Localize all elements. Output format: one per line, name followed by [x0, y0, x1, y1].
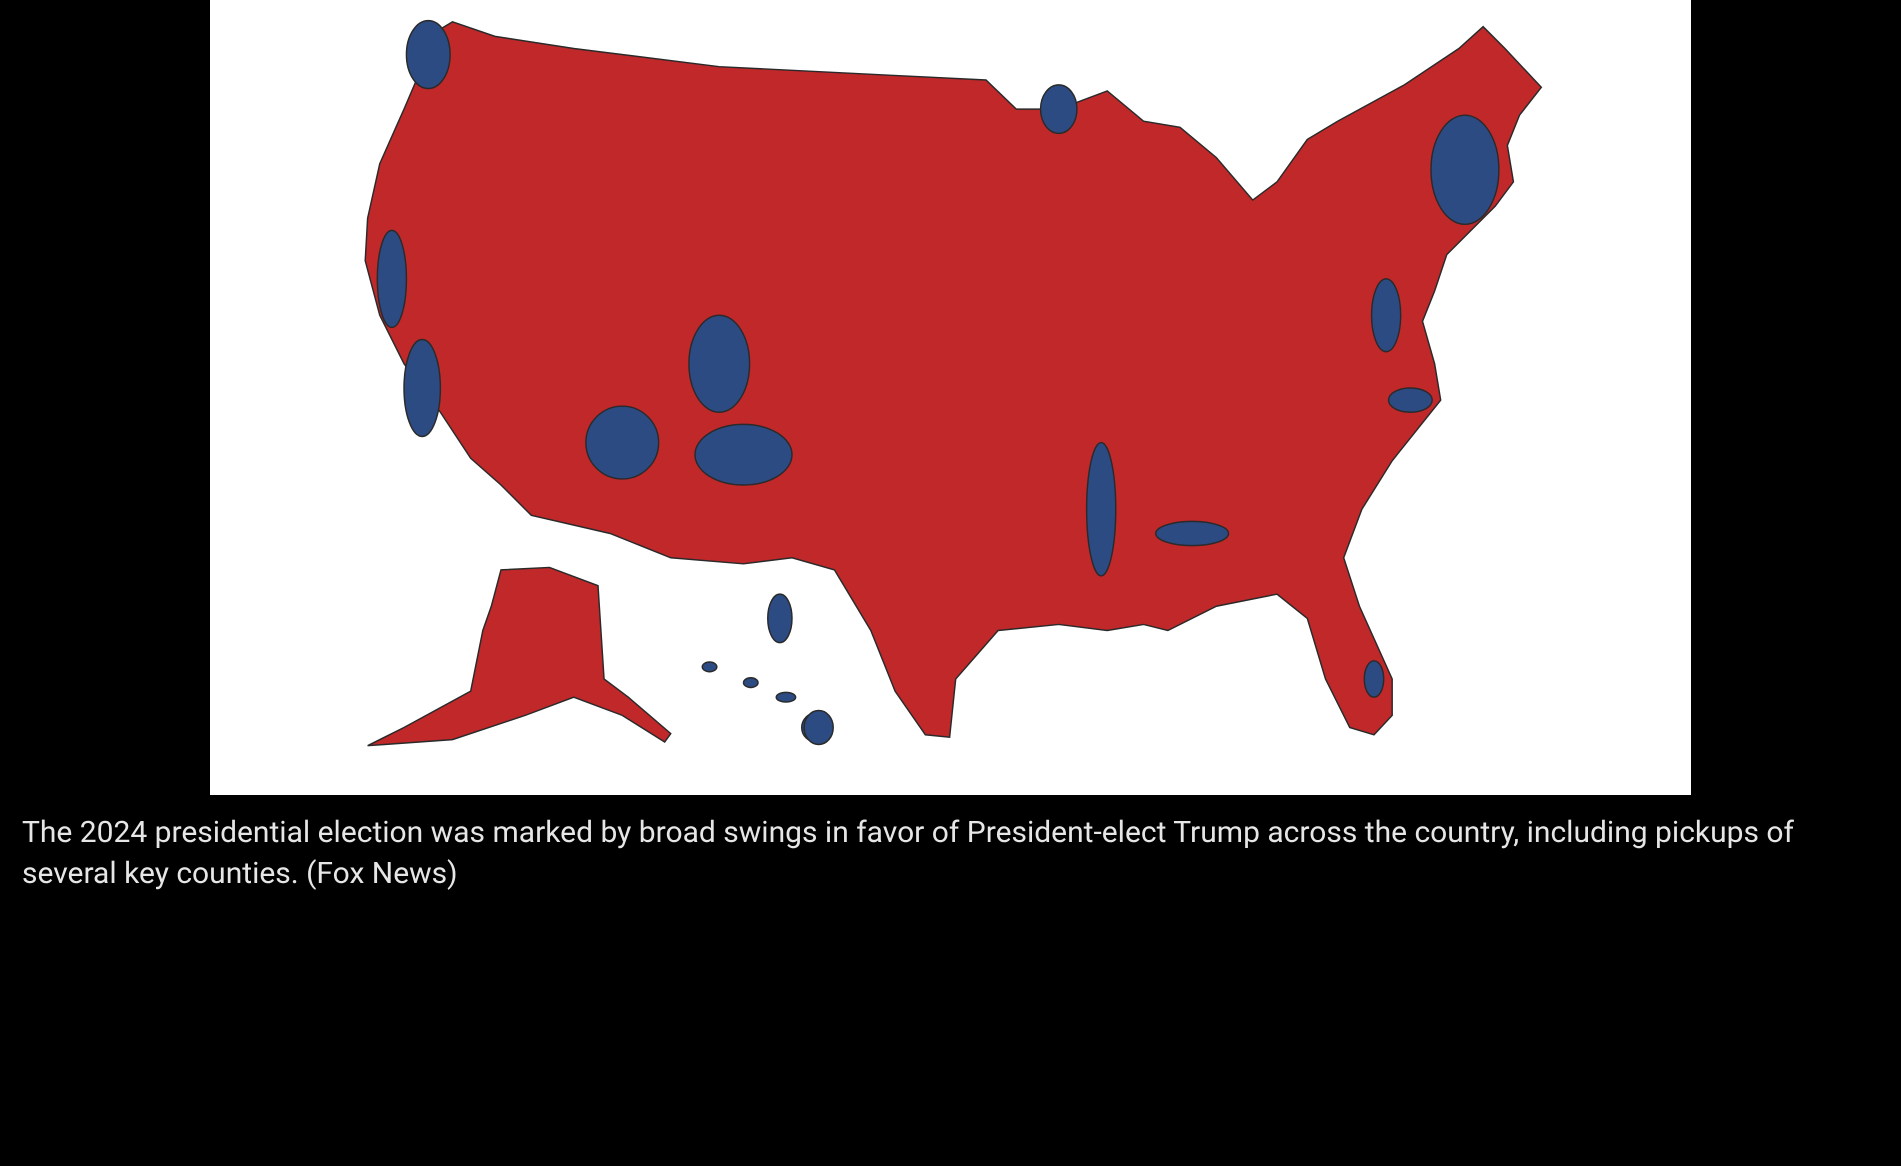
alaska [367, 566, 672, 747]
election-map-image [210, 0, 1691, 795]
map-drawing [364, 19, 1543, 747]
blue-counties [376, 19, 1500, 743]
hawaii [701, 661, 834, 746]
contiguous-us [364, 21, 1543, 738]
image-caption: The 2024 presidential election was marke… [22, 815, 1794, 891]
